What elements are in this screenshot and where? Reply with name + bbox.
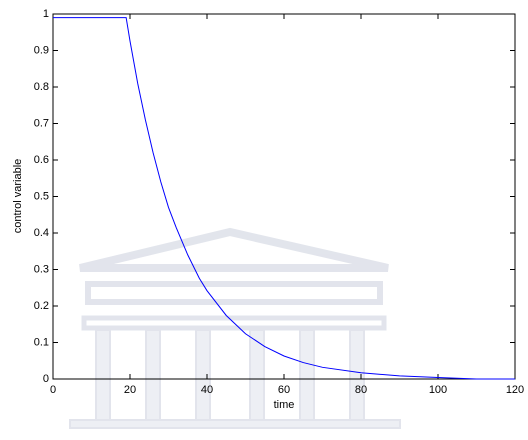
data-line <box>53 17 515 380</box>
y-tick-label: 0.8 <box>34 81 49 93</box>
x-tick-label: 40 <box>201 384 213 396</box>
y-tick-label: 1 <box>43 8 49 20</box>
x-axis-label: time <box>274 399 295 411</box>
y-tick-label: 0.5 <box>34 190 49 202</box>
y-tick-label: 0.3 <box>34 263 49 275</box>
watermark <box>69 227 401 429</box>
x-tick-label: 80 <box>355 384 367 396</box>
y-axis-label: control variable <box>12 159 24 234</box>
x-tick-label: 60 <box>278 384 290 396</box>
y-tick-label: 0 <box>43 373 49 385</box>
x-tick-label: 20 <box>124 384 136 396</box>
x-tick-label: 100 <box>429 384 447 396</box>
plot-frame <box>52 13 516 380</box>
y-tick-label: 0.6 <box>34 154 49 166</box>
y-tick-label: 0.1 <box>34 336 49 348</box>
x-tick-label: 120 <box>506 384 524 396</box>
y-tick-label: 0.7 <box>34 117 49 129</box>
x-tick-label: 0 <box>50 384 56 396</box>
y-tick-label: 0.9 <box>34 44 49 56</box>
y-tick-label: 0.2 <box>34 300 49 312</box>
y-tick-label: 0.4 <box>34 227 49 239</box>
